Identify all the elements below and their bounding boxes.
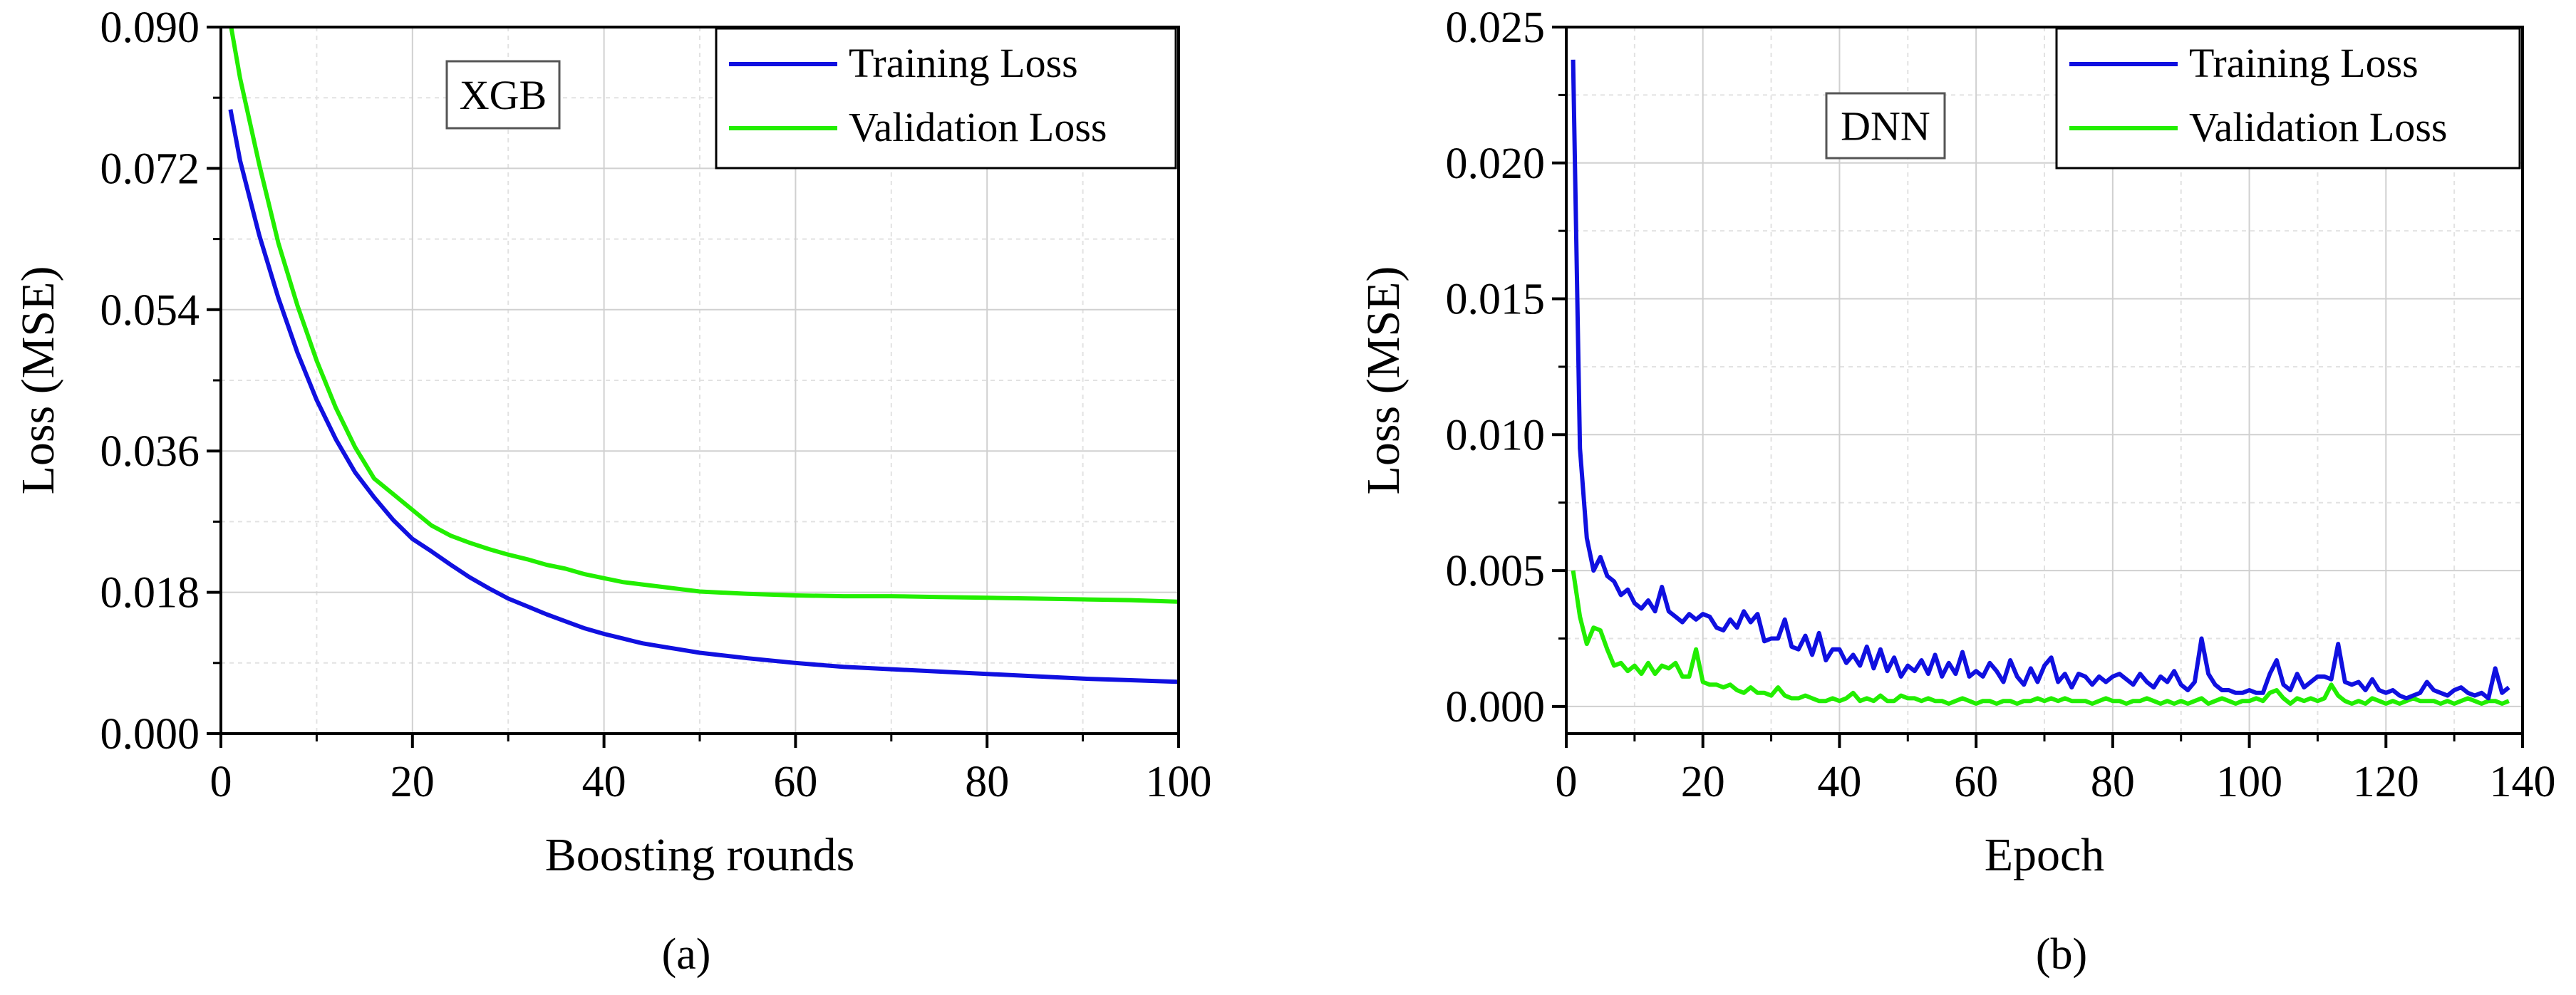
model-annotation-box	[1825, 92, 1946, 160]
y-tick-label: 0.018	[100, 569, 200, 618]
y-tick-label: 0.090	[100, 4, 200, 52]
x-axis-label: Boosting rounds	[545, 829, 855, 881]
training-loss-line	[1571, 59, 2510, 701]
x-tick-label: 20	[1681, 758, 1725, 806]
y-tick-label: 0.072	[100, 145, 200, 193]
x-tick-label: 100	[1146, 758, 1212, 806]
legend-label-training: Training Loss	[2189, 40, 2419, 86]
panel-caption: (b)	[2036, 930, 2087, 979]
model-annotation-box	[445, 60, 561, 130]
y-tick-label: 0.010	[1446, 411, 1546, 459]
chart-panel-xgb: 0 20 40 60 80 100 0.000 0.018 0.036 0.054 0.072 0.0…	[12, 4, 1212, 979]
legend-box	[715, 27, 1177, 170]
chart-panel-dnn: 0 20 40 60 80 100 120 140 0.000 0.005 0.010 0.015 0.…	[1357, 4, 2556, 979]
y-tick-label: 0.020	[1446, 140, 1546, 188]
legend-label-training: Training Loss	[849, 40, 1078, 86]
x-axis-label: Epoch	[1985, 829, 2105, 881]
x-tick-label: 80	[2091, 758, 2135, 806]
x-tick-label: 100	[2216, 758, 2282, 806]
model-annotation-label: DNN	[1841, 103, 1930, 150]
x-tick-label: 40	[1817, 758, 1861, 806]
x-tick-label: 40	[582, 758, 626, 806]
panel-caption: (a)	[662, 930, 711, 979]
y-tick-label: 0.025	[1446, 4, 1546, 52]
legend-label-validation: Validation Loss	[849, 104, 1107, 150]
x-tick-label: 20	[390, 758, 435, 806]
y-tick-label: 0.036	[100, 427, 200, 476]
y-axis-label: Loss (MSE)	[12, 266, 64, 495]
y-tick-label: 0.000	[1446, 683, 1546, 731]
y-tick-label: 0.054	[100, 286, 200, 335]
training-loss-line	[228, 109, 1179, 684]
validation-loss-line	[1571, 570, 2510, 706]
y-tick-label: 0.005	[1446, 547, 1546, 595]
validation-loss-line	[229, 27, 1179, 604]
legend-box	[2055, 27, 2521, 170]
y-tick-label: 0.000	[100, 710, 200, 759]
x-tick-label: 80	[965, 758, 1009, 806]
x-tick-label: 60	[773, 758, 817, 806]
x-tick-label: 0	[210, 758, 232, 806]
x-tick-label: 120	[2353, 758, 2419, 806]
y-axis-label: Loss (MSE)	[1357, 266, 1409, 495]
x-tick-label: 140	[2490, 758, 2556, 806]
x-tick-label: 60	[1954, 758, 1998, 806]
model-annotation-label: XGB	[460, 72, 547, 118]
x-tick-label: 0	[1556, 758, 1578, 806]
legend-label-validation: Validation Loss	[2189, 104, 2447, 150]
y-tick-label: 0.015	[1446, 276, 1546, 324]
